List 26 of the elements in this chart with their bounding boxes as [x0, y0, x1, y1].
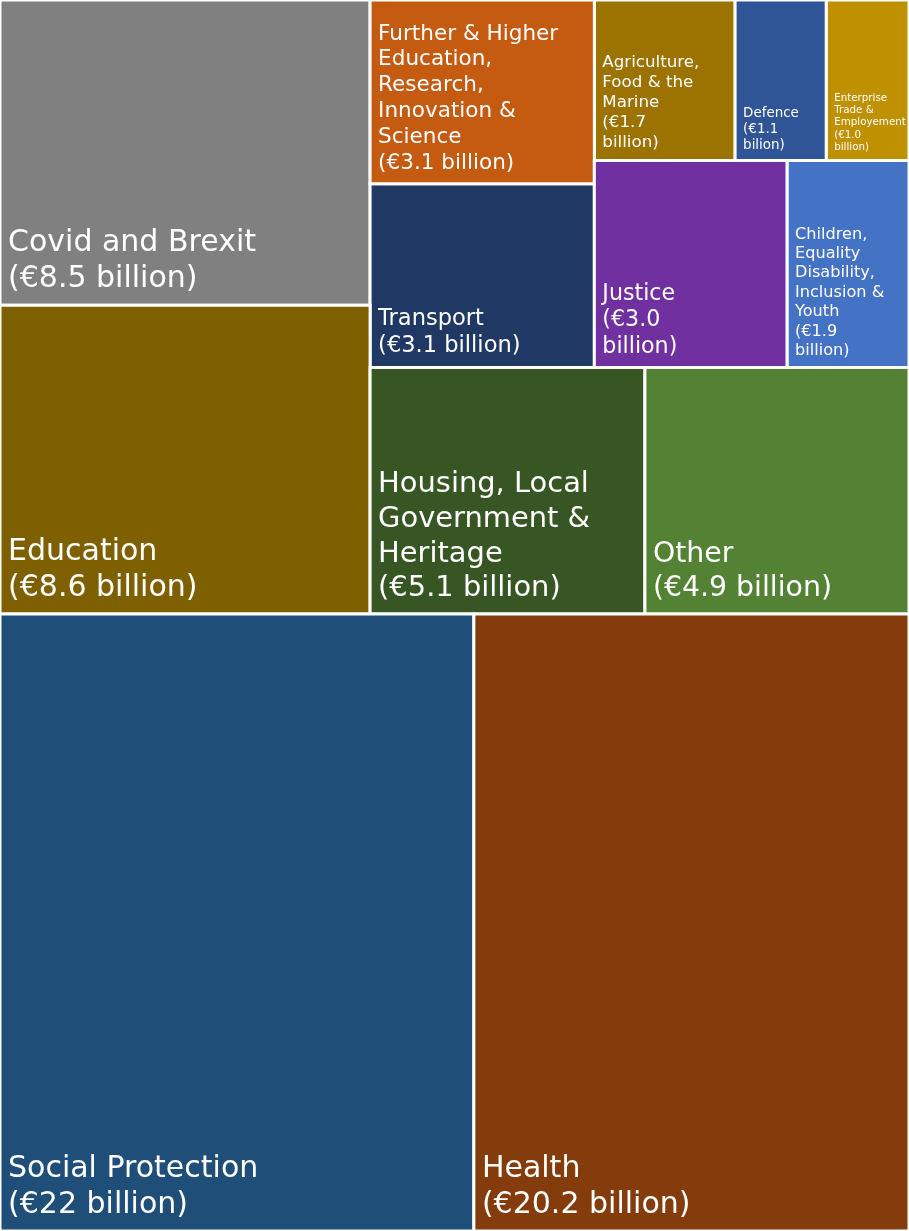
category-label: Covid and Brexit: [8, 223, 257, 259]
category-label: Children, Equality Disability, Inclusion & Youth: [793, 223, 885, 321]
data-label: (€4.9 billion): [652, 570, 832, 604]
data-label: (€1.0 billion): [834, 127, 870, 153]
data-label: (€8.5 billion): [8, 259, 198, 295]
category-label: Education: [8, 532, 158, 568]
data-label: (€3.1 billion): [378, 331, 521, 358]
data-label: (€1.7 billion): [602, 111, 659, 152]
category-label: Justice: [600, 278, 676, 305]
category-label: Further & Higher Education, Research, Innovation & Science: [378, 19, 559, 148]
data-label: (€1.1 bilion): [743, 121, 785, 153]
category-label: Social Protection: [8, 1149, 259, 1184]
category-label: Other: [652, 535, 734, 569]
data-label: (€20.2 billion): [481, 1185, 691, 1220]
data-label: (€1.9 billion): [794, 320, 850, 360]
category-label: Housing, Local Government & Heritage: [378, 465, 591, 569]
category-label: Transport: [377, 304, 485, 331]
data-label: (€3.1 billion): [378, 148, 515, 174]
category-label: Health: [481, 1149, 581, 1184]
data-label: (€8.6 billion): [8, 568, 198, 604]
category-label: Enterprise Trade & Employement: [833, 90, 906, 128]
data-label: (€22 billion): [8, 1185, 188, 1220]
category-label: Defence: [743, 105, 799, 121]
category-label: Agriculture, Food & the Marine: [602, 51, 700, 112]
data-label: (€5.1 billion): [378, 569, 561, 604]
data-label: (€3.0 billion): [602, 305, 678, 358]
